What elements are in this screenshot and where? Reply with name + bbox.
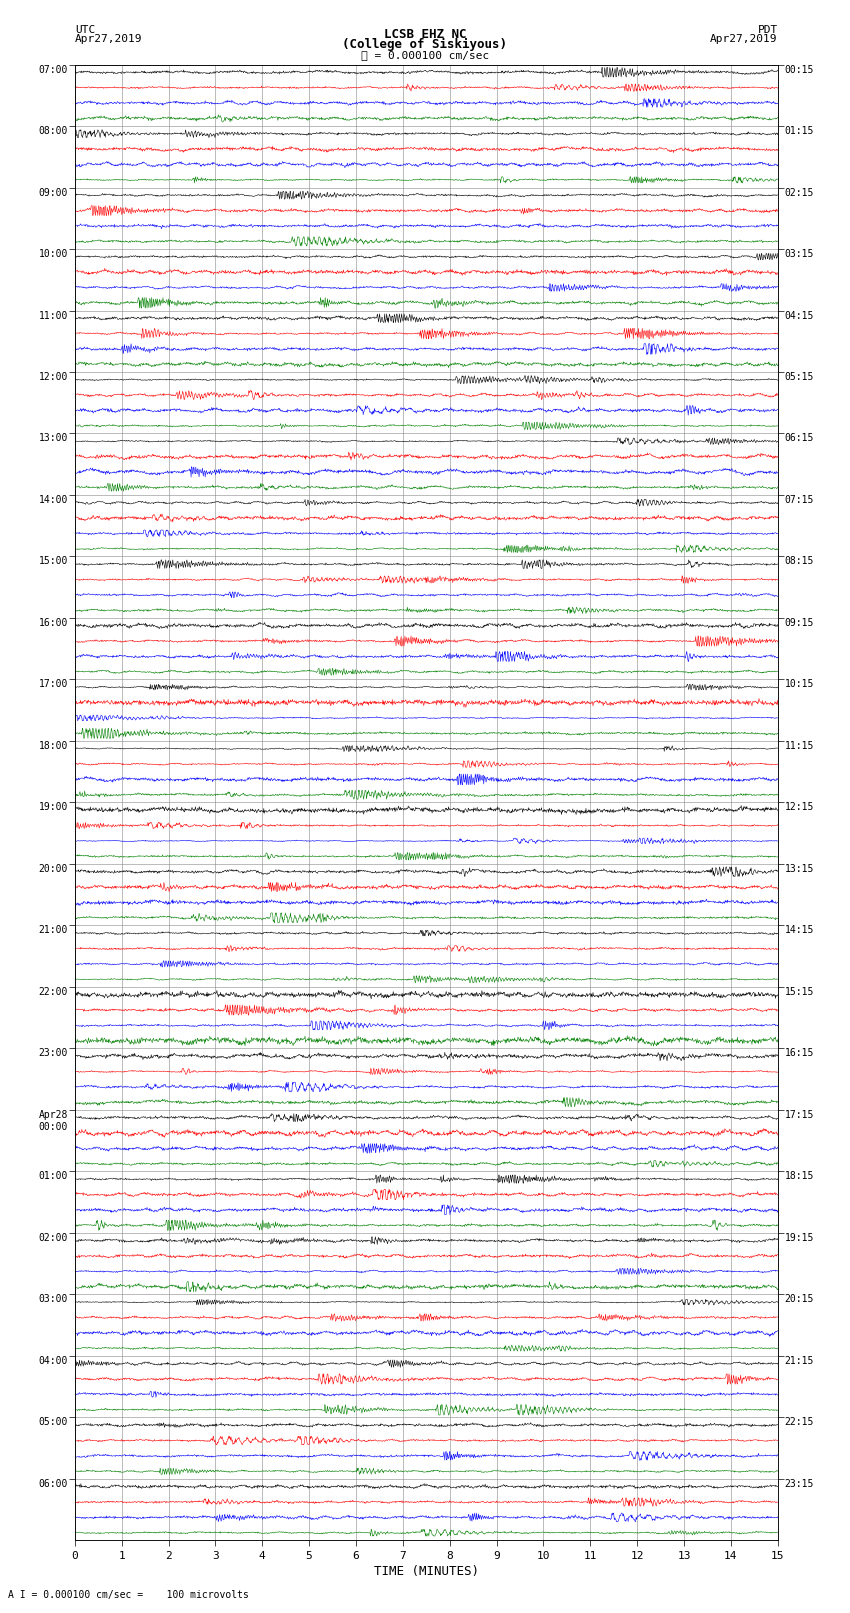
Text: A I = 0.000100 cm/sec =    100 microvolts: A I = 0.000100 cm/sec = 100 microvolts [8,1590,249,1600]
Text: UTC: UTC [75,24,95,35]
Text: Apr27,2019: Apr27,2019 [75,34,142,44]
Text: ⎸ = 0.000100 cm/sec: ⎸ = 0.000100 cm/sec [361,50,489,60]
Text: PDT: PDT [757,24,778,35]
Text: (College of Siskiyous): (College of Siskiyous) [343,37,507,50]
X-axis label: TIME (MINUTES): TIME (MINUTES) [374,1565,479,1578]
Text: LCSB EHZ NC: LCSB EHZ NC [383,27,467,40]
Text: Apr27,2019: Apr27,2019 [711,34,778,44]
